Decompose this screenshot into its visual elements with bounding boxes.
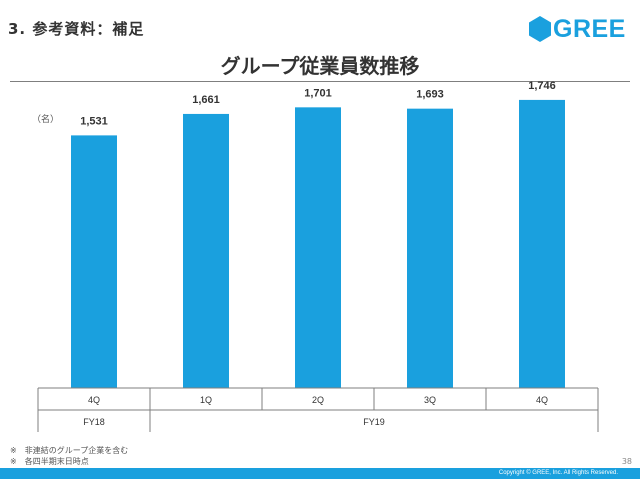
category-label-3: 2Q bbox=[312, 395, 324, 405]
copyright-text: Copyright © GREE, Inc. All Rights Reserv… bbox=[498, 470, 618, 476]
category-label-5: 4Q bbox=[536, 395, 548, 405]
unit-label: （名） bbox=[32, 115, 60, 125]
category-label-2: 1Q bbox=[200, 395, 212, 405]
data-label-5: 1,746 bbox=[528, 80, 556, 92]
data-label-4: 1,693 bbox=[416, 89, 444, 101]
category-label-1: 4Q bbox=[88, 395, 100, 405]
data-label-3: 1,701 bbox=[304, 87, 332, 99]
bar-2 bbox=[183, 113, 229, 388]
footnote-2: ※ 各四半期末日時点 bbox=[10, 457, 89, 466]
hexagon-logo-icon bbox=[529, 16, 551, 42]
page-number: 38 bbox=[621, 457, 632, 466]
bar-5 bbox=[519, 99, 565, 388]
footer-bar: Copyright © GREE, Inc. All Rights Reserv… bbox=[0, 468, 640, 479]
fiscal-year-label-1: FY18 bbox=[83, 417, 105, 427]
data-label-1: 1,531 bbox=[80, 115, 108, 127]
title-divider bbox=[10, 81, 630, 82]
bar-1 bbox=[71, 135, 117, 388]
logo-text: GREE bbox=[553, 15, 626, 43]
section-title: 3. 参考資料：補足 bbox=[8, 20, 145, 38]
footnotes: ※ 非連結のグループ企業を含む ※ 各四半期末日時点 bbox=[10, 445, 128, 467]
gree-logo: GREE bbox=[529, 14, 633, 44]
footnote-1: ※ 非連結のグループ企業を含む bbox=[10, 446, 129, 455]
bar-3 bbox=[295, 107, 341, 389]
fiscal-year-label-2: FY19 bbox=[363, 417, 385, 427]
slide-title: グループ従業員数推移 bbox=[220, 54, 420, 78]
data-label-2: 1,661 bbox=[192, 94, 220, 106]
bar-chart: 1,531 1,661 1,701 1,693 1,746 FY18 FY19 4Q 1Q 2Q 3… bbox=[37, 80, 599, 432]
bar-4 bbox=[407, 108, 453, 388]
category-label-4: 3Q bbox=[424, 395, 436, 405]
